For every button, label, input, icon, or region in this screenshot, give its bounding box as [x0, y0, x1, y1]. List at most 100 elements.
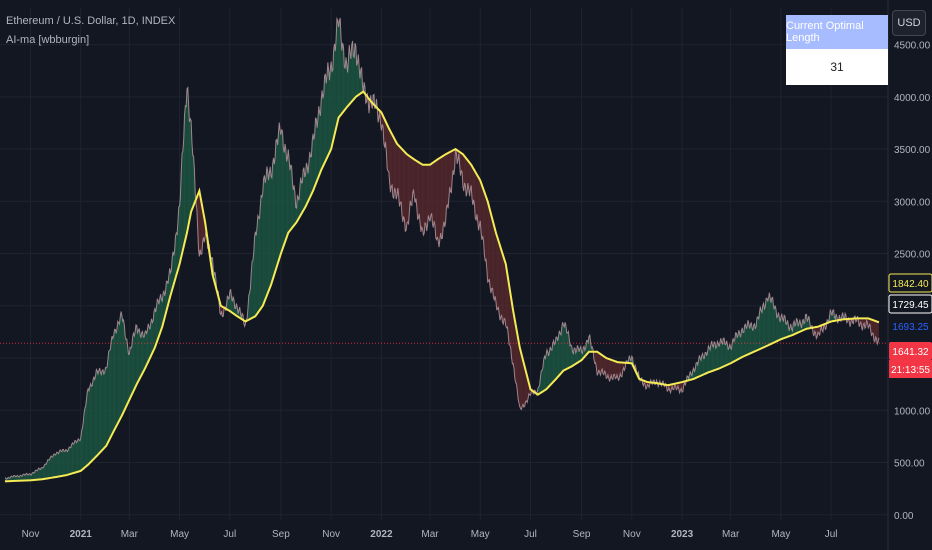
fill-below-ma [449, 151, 451, 192]
fill-above-ma [121, 315, 123, 416]
fill-above-ma [755, 326, 757, 352]
fill-above-ma [79, 437, 81, 472]
fill-above-ma [127, 346, 129, 404]
fill-below-ma [200, 199, 202, 255]
fill-below-ma [464, 156, 466, 186]
fill-below-ma [437, 158, 439, 242]
fill-below-ma [485, 194, 487, 261]
fill-above-ma [47, 459, 49, 479]
price-label-text: 1729.45 [892, 300, 929, 311]
fill-above-ma [186, 88, 187, 237]
fill-below-ma [397, 144, 399, 197]
fill-above-ma [68, 447, 70, 475]
fill-below-ma [432, 162, 434, 228]
fill-above-ma [280, 129, 282, 254]
fill-below-ma [518, 343, 520, 407]
fill-below-ma [431, 162, 433, 224]
fill-above-ma [52, 454, 54, 478]
fill-below-ma [521, 354, 523, 410]
fill-above-ma [760, 306, 762, 349]
fill-above-ma [325, 73, 327, 162]
fill-below-ma [440, 156, 442, 239]
fill-above-ma [324, 73, 326, 163]
fill-above-ma [557, 336, 559, 378]
x-tick-label: May [471, 529, 490, 540]
x-tick-label: Sep [573, 529, 591, 540]
fill-above-ma [88, 386, 90, 464]
fill-above-ma [119, 316, 121, 421]
fill-below-ma [508, 279, 510, 345]
fill-above-ma [126, 339, 128, 406]
fill-above-ma [167, 281, 169, 308]
fill-above-ma [275, 140, 276, 272]
fill-below-ma [475, 171, 477, 220]
fill-above-ma [276, 139, 278, 267]
fill-below-ma [421, 164, 423, 230]
fill-above-ma [327, 62, 328, 158]
fill-above-ma [259, 205, 261, 311]
fill-above-ma [33, 472, 35, 480]
fill-above-ma [116, 321, 118, 425]
fill-above-ma [121, 311, 122, 418]
price-line [4, 16, 880, 480]
symbol-title[interactable]: Ethereum / U.S. Dollar, 1D, INDEX [6, 15, 176, 27]
fill-above-ma [249, 288, 251, 320]
fill-below-ma [423, 164, 425, 236]
fill-above-ma [777, 312, 779, 341]
fill-below-ma [495, 232, 497, 310]
fill-above-ma [743, 325, 745, 357]
fill-above-ma [190, 118, 192, 216]
fill-above-ma [747, 320, 748, 355]
fill-below-ma [525, 370, 527, 402]
fill-above-ma [303, 167, 304, 211]
fill-above-ma [149, 326, 150, 360]
fill-above-ma [728, 347, 730, 365]
fill-above-ma [255, 231, 257, 317]
fill-below-ma [517, 333, 519, 400]
indicator-title[interactable]: AI-ma [wbburgin] [6, 34, 90, 46]
fill-below-ma [498, 240, 500, 314]
fill-below-ma [450, 151, 452, 193]
currency-button[interactable]: USD [892, 10, 926, 36]
fill-above-ma [266, 166, 268, 296]
fill-above-ma [321, 90, 323, 170]
x-tick-label: Nov [322, 529, 340, 540]
fill-above-ma [292, 182, 294, 228]
fill-above-ma [268, 172, 270, 292]
fill-above-ma [41, 467, 43, 480]
fill-below-ma [480, 180, 482, 233]
fill-above-ma [120, 311, 122, 419]
fill-above-ma [164, 291, 166, 318]
fill-above-ma [260, 194, 262, 310]
fill-above-ma [58, 451, 60, 477]
fill-above-ma [774, 305, 776, 343]
fill-below-ma [484, 192, 486, 261]
fill-below-ma [478, 177, 480, 231]
fill-above-ma [143, 336, 145, 372]
fill-above-ma [768, 292, 770, 346]
fill-above-ma [300, 177, 302, 216]
fill-above-ma [709, 347, 711, 373]
fill-above-ma [360, 67, 362, 94]
fill-below-ma [442, 155, 444, 239]
fill-above-ma [336, 18, 337, 129]
fill-above-ma [99, 367, 101, 453]
fill-above-ma [40, 468, 42, 480]
fill-above-ma [313, 134, 315, 189]
fill-above-ma [109, 349, 111, 440]
fill-below-ma [500, 245, 501, 321]
fill-above-ma [550, 346, 552, 386]
x-tick-label: 2022 [370, 529, 393, 540]
fill-above-ma [720, 338, 722, 368]
fill-above-ma [257, 215, 259, 313]
fill-above-ma [758, 312, 760, 350]
fill-below-ma [388, 128, 390, 183]
optimal-length-header: Current Optimal Length [786, 15, 888, 49]
fill-above-ma [713, 341, 715, 371]
price-labels: 1842.40 1729.45 1693.25 1641.32 21:13:55 [888, 273, 932, 378]
x-tick-label: May [170, 529, 189, 540]
fill-above-ma [112, 335, 113, 435]
time-axis[interactable]: Nov 2021 Mar May Jul Sep Nov 2022 Mar May Jul Sep No… [22, 529, 838, 540]
fill-above-ma [130, 346, 132, 397]
